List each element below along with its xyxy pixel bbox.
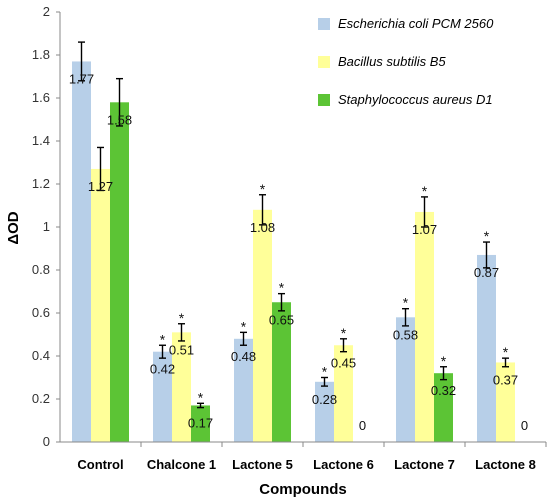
legend-swatch	[318, 94, 330, 106]
significance-marker: *	[484, 228, 490, 244]
value-label: 1.27	[88, 179, 113, 194]
y-tick-label: 0.6	[32, 305, 50, 320]
significance-marker: *	[241, 318, 247, 334]
value-label: 1.58	[107, 112, 132, 127]
significance-marker: *	[160, 331, 166, 347]
x-axis-title: Compounds	[259, 481, 347, 498]
legend-swatch	[318, 56, 330, 68]
category-label: Lactone 5	[232, 457, 293, 472]
category-label: Chalcone 1	[147, 457, 216, 472]
category-label: Lactone 8	[475, 457, 536, 472]
category-label: Lactone 6	[313, 457, 374, 472]
significance-marker: *	[341, 325, 347, 341]
bar	[191, 405, 210, 442]
y-tick-label: 1.6	[32, 90, 50, 105]
value-label: 0	[359, 418, 366, 433]
value-label: 0.65	[269, 312, 294, 327]
bar	[396, 317, 415, 442]
y-tick-label: 0.8	[32, 262, 50, 277]
y-axis-title: ΔOD	[5, 211, 22, 244]
significance-marker: *	[179, 310, 185, 326]
bar	[272, 302, 291, 442]
value-label: 0.87	[474, 265, 499, 280]
y-tick-label: 1.4	[32, 133, 50, 148]
significance-marker: *	[198, 389, 204, 405]
y-tick-label: 0	[43, 434, 50, 449]
y-tick-label: 2	[43, 4, 50, 19]
legend-label: Escherichia coli PCM 2560	[338, 16, 494, 31]
bar	[253, 209, 272, 442]
significance-marker: *	[422, 183, 428, 199]
value-label: 0.17	[188, 415, 213, 430]
category-label: Lactone 7	[394, 457, 455, 472]
value-label: 1.08	[250, 220, 275, 235]
bar	[334, 345, 353, 442]
value-label: 1.07	[412, 222, 437, 237]
bar	[434, 373, 453, 442]
legend-swatch	[318, 18, 330, 30]
y-tick-label: 1.8	[32, 47, 50, 62]
significance-marker: *	[279, 280, 285, 296]
value-label: 0.28	[312, 392, 337, 407]
bar	[496, 362, 515, 442]
value-label: 0.48	[231, 349, 256, 364]
value-label: 0.45	[331, 355, 356, 370]
significance-marker: *	[322, 364, 328, 380]
value-label: 0.42	[150, 362, 175, 377]
significance-marker: *	[441, 353, 447, 369]
category-label: Control	[77, 457, 123, 472]
bar	[477, 254, 496, 442]
bar	[91, 168, 110, 442]
y-tick-label: 0.2	[32, 391, 50, 406]
bar	[153, 351, 172, 442]
bar	[415, 211, 434, 442]
value-label: 0.37	[493, 372, 518, 387]
significance-marker: *	[503, 344, 509, 360]
value-label: 0	[521, 418, 528, 433]
y-tick-label: 0.4	[32, 348, 50, 363]
legend-label: Bacillus subtilis B5	[338, 54, 446, 69]
y-tick-label: 1.2	[32, 176, 50, 191]
bar	[234, 338, 253, 442]
significance-marker: *	[403, 295, 409, 311]
value-label: 0.32	[431, 383, 456, 398]
bar	[110, 102, 129, 443]
bar	[72, 61, 91, 442]
significance-marker: *	[260, 181, 266, 197]
y-tick-label: 1	[43, 219, 50, 234]
legend: Escherichia coli PCM 2560 Bacillus subtil…	[318, 16, 494, 107]
value-label: 1.77	[69, 71, 94, 86]
value-label: 0.58	[393, 327, 418, 342]
bar	[172, 332, 191, 442]
legend-label: Staphylococcus aureus D1	[338, 92, 493, 107]
value-label: 0.51	[169, 342, 194, 357]
bar	[315, 381, 334, 442]
